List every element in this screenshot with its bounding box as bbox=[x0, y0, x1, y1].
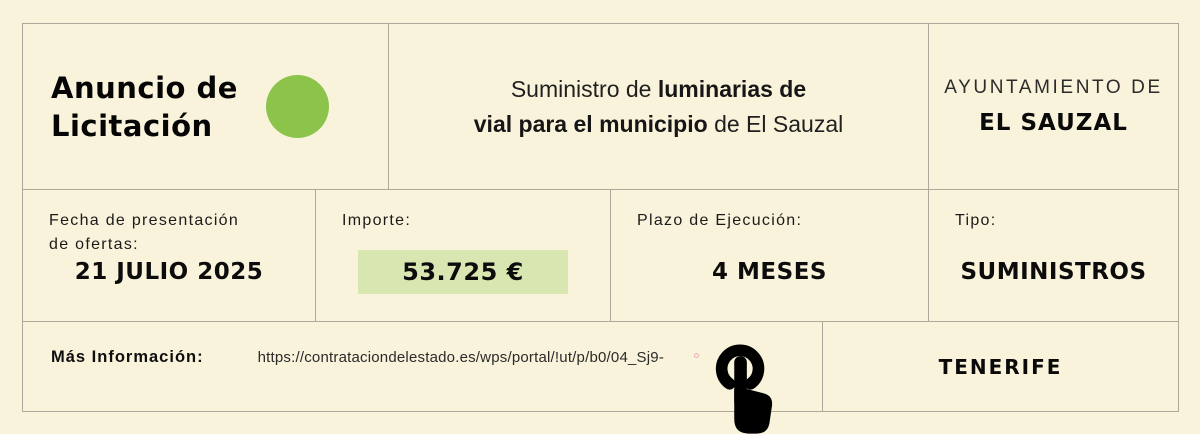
plazo-value-wrap: 4 MESES bbox=[611, 190, 928, 321]
fecha-label: Fecha de presentación de ofertas: bbox=[49, 209, 315, 257]
contract-subject: Suministro de luminarias de vial para el… bbox=[474, 72, 843, 142]
fecha-label-line1: Fecha de presentación bbox=[49, 212, 240, 229]
subject-regular-2: de El Sauzal bbox=[707, 110, 844, 137]
header-row: Anuncio de Licitación Suministro de lumi… bbox=[23, 24, 1178, 189]
fecha-value-wrap: 21 JULIO 2025 bbox=[23, 190, 315, 321]
tap-gesture-icon bbox=[715, 344, 773, 434]
footer-row: Más Información: https://contrataciondel… bbox=[23, 321, 1178, 411]
subject-regular-1: Suministro de bbox=[510, 75, 658, 102]
page-title-line1: Anuncio de bbox=[51, 70, 238, 105]
fecha-value: 21 JULIO 2025 bbox=[74, 258, 264, 285]
licitacion-card: Anuncio de Licitación Suministro de lumi… bbox=[22, 23, 1179, 412]
tipo-label: Tipo: bbox=[955, 212, 997, 229]
tipo-value-wrap: SUMINISTROS bbox=[929, 190, 1178, 321]
subject-bold-1: luminarias de bbox=[657, 75, 807, 102]
importe-value: 53.725 € bbox=[358, 249, 568, 294]
organization-cell: AYUNTAMIENTO DE EL SAUZAL bbox=[929, 24, 1178, 189]
fecha-label-line2: de ofertas: bbox=[49, 236, 139, 253]
organization-name: EL SAUZAL bbox=[979, 110, 1128, 136]
details-row: Fecha de presentación de ofertas: 21 JUL… bbox=[23, 189, 1178, 321]
location-cell: TENERIFE bbox=[823, 322, 1178, 411]
plazo-cell: Plazo de Ejecución: 4 MESES bbox=[611, 190, 929, 321]
subject-bold-2: vial para el municipio bbox=[473, 110, 708, 137]
page-title-line2: Licitación bbox=[51, 108, 213, 143]
info-label: Más Información: bbox=[51, 348, 204, 366]
green-circle-icon bbox=[265, 75, 329, 138]
fecha-cell: Fecha de presentación de ofertas: 21 JUL… bbox=[23, 190, 316, 321]
importe-value-wrap: 53.725 € bbox=[316, 190, 610, 321]
location-value: TENERIFE bbox=[938, 354, 1063, 379]
tipo-cell: Tipo: SUMINISTROS bbox=[929, 190, 1178, 321]
importe-cell: Importe: 53.725 € bbox=[316, 190, 611, 321]
title-cell: Anuncio de Licitación bbox=[23, 24, 389, 189]
plazo-value: 4 MESES bbox=[712, 258, 827, 285]
info-url[interactable]: https://contrataciondelestado.es/wps/por… bbox=[257, 349, 665, 366]
info-cell: Más Información: https://contrataciondel… bbox=[23, 322, 823, 411]
importe-label: Importe: bbox=[342, 212, 412, 229]
plazo-label: Plazo de Ejecución: bbox=[637, 212, 803, 229]
pink-dot-decoration bbox=[694, 353, 699, 358]
tipo-value: SUMINISTROS bbox=[960, 258, 1147, 285]
page-title: Anuncio de Licitación bbox=[51, 69, 238, 145]
subject-cell: Suministro de luminarias de vial para el… bbox=[389, 24, 929, 189]
organization-prefix: AYUNTAMIENTO DE bbox=[944, 77, 1163, 98]
